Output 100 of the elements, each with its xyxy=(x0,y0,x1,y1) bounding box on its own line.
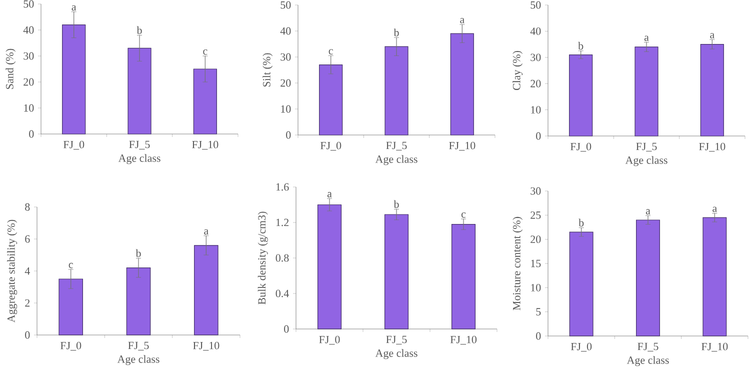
x-tick-label: FJ_10 xyxy=(702,342,728,352)
bar xyxy=(194,245,218,336)
x-tick-label: FJ_10 xyxy=(449,142,476,151)
bar xyxy=(700,44,724,136)
annotation: b xyxy=(394,200,399,208)
y-tick-label: 6 xyxy=(25,235,30,243)
x-tick-label: FJ_5 xyxy=(129,140,150,150)
y-axis-title: Aggregate stability (%) xyxy=(7,220,18,322)
bar xyxy=(569,54,593,136)
y-tick-label: 1.6 xyxy=(276,183,289,191)
y-tick-label: 15 xyxy=(531,260,541,268)
x-tick-label: FJ_10 xyxy=(450,336,477,345)
y-tick-label: 30 xyxy=(530,187,541,195)
y-tick-label: 5 xyxy=(536,308,541,316)
y-tick-label: 20 xyxy=(24,78,34,86)
x-axis-title: Age class xyxy=(375,155,418,166)
y-tick-label: 8 xyxy=(25,203,30,211)
y-tick-label: 0 xyxy=(29,130,34,138)
bar xyxy=(384,214,409,330)
bar xyxy=(702,217,727,336)
annotation: b xyxy=(578,218,584,227)
bar xyxy=(384,46,408,136)
x-axis-title: Age class xyxy=(117,355,160,366)
y-axis-title: Clay (%) xyxy=(512,50,523,90)
annotation: b xyxy=(578,42,584,50)
y-tick-label: 25 xyxy=(530,211,541,219)
y-tick-label: 30 xyxy=(24,52,34,60)
annotation: a xyxy=(644,36,649,41)
x-tick-label: FJ_10 xyxy=(192,140,218,150)
annotation: a xyxy=(72,5,76,11)
y-tick-label: 50 xyxy=(24,0,34,8)
y-tick-label: 30 xyxy=(530,54,541,62)
bar xyxy=(636,220,660,336)
y-tick-label: 2 xyxy=(25,299,30,307)
annotation: a xyxy=(646,209,650,214)
y-tick-label: 0 xyxy=(536,332,541,340)
y-tick-label: 10 xyxy=(531,284,541,292)
y-axis-title: Silt (%) xyxy=(262,53,273,87)
annotation: a xyxy=(204,229,208,235)
y-axis-title: Moisture content (%) xyxy=(512,216,523,310)
bar xyxy=(319,64,343,136)
y-tick-label: 20 xyxy=(530,236,541,244)
annotation: a xyxy=(710,33,714,38)
x-tick-label: FJ_10 xyxy=(699,142,726,152)
x-axis-title: Age class xyxy=(625,156,668,166)
annotation: a xyxy=(712,206,717,212)
y-tick-label: 0 xyxy=(536,132,541,140)
y-tick-label: 10 xyxy=(24,104,34,112)
x-tick-label: FJ_5 xyxy=(386,142,407,150)
bar xyxy=(634,46,658,136)
x-axis-title: Age class xyxy=(375,349,418,360)
x-tick-label: FJ_0 xyxy=(319,336,340,345)
annotation: c xyxy=(328,49,333,54)
x-tick-label: FJ_5 xyxy=(636,142,657,152)
bar xyxy=(451,224,476,330)
y-tick-label: 40 xyxy=(530,27,541,35)
y-tick-label: 0.4 xyxy=(276,290,289,298)
bar xyxy=(126,267,151,336)
bar xyxy=(62,24,86,134)
y-tick-label: 50 xyxy=(530,1,541,9)
y-tick-label: 10 xyxy=(531,106,541,114)
x-tick-label: FJ_0 xyxy=(320,142,342,151)
x-tick-label: FJ_10 xyxy=(193,342,220,351)
y-tick-label: 40 xyxy=(23,26,34,34)
annotation: c xyxy=(203,50,208,55)
bar xyxy=(193,68,217,134)
bar xyxy=(569,232,594,336)
bar xyxy=(317,204,342,330)
y-tick-label: 4 xyxy=(24,267,30,275)
x-axis-title: Age class xyxy=(118,154,160,164)
y-axis-title: Bulk density (g/cm3) xyxy=(258,212,268,304)
y-tick-label: 0.8 xyxy=(276,254,289,262)
y-axis-title: Sand (%) xyxy=(6,48,16,89)
annotation: c xyxy=(68,262,73,268)
y-tick-label: 1.2 xyxy=(276,218,289,226)
annotation: b xyxy=(394,28,399,36)
y-tick-label: 40 xyxy=(280,27,291,35)
annotation: b xyxy=(136,26,142,34)
x-tick-label: FJ_5 xyxy=(638,342,658,352)
y-tick-label: 10 xyxy=(281,105,291,113)
y-tick-label: 0 xyxy=(286,131,291,139)
y-tick-label: 0 xyxy=(284,325,289,333)
y-tick-label: 50 xyxy=(280,1,291,9)
bar xyxy=(450,33,474,136)
x-tick-label: FJ_5 xyxy=(128,342,149,350)
x-tick-label: FJ_0 xyxy=(60,342,82,351)
x-tick-label: FJ_0 xyxy=(570,142,592,152)
bar xyxy=(58,278,83,336)
y-tick-label: 20 xyxy=(530,80,541,88)
annotation: c xyxy=(461,212,466,218)
y-tick-label: 30 xyxy=(280,53,291,61)
y-tick-label: 0 xyxy=(25,331,30,339)
x-tick-label: FJ_0 xyxy=(570,342,592,352)
x-axis-title: Age class xyxy=(626,356,669,366)
annotation: a xyxy=(327,192,332,198)
bar xyxy=(128,48,152,134)
x-tick-label: FJ_5 xyxy=(386,336,407,344)
y-tick-label: 20 xyxy=(280,79,291,87)
x-tick-label: FJ_0 xyxy=(63,140,84,150)
annotation: a xyxy=(460,18,464,24)
